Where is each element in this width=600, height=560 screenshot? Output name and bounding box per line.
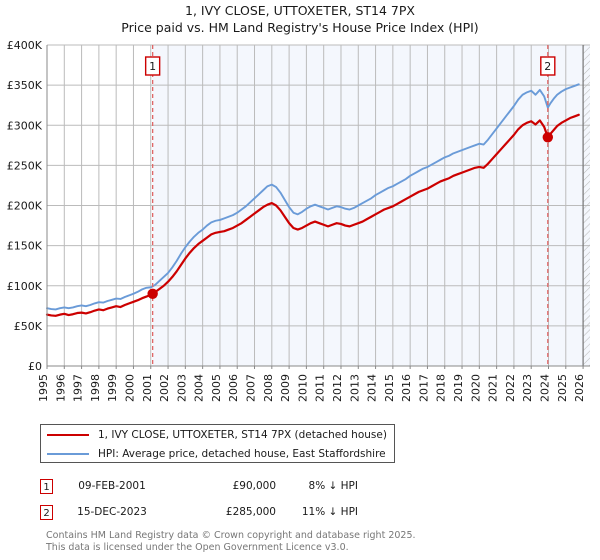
svg-text:2010: 2010 [296, 374, 309, 402]
chart-svg: £0 £50K £100K £150K £200K £250K £300K £350K £400… [7, 39, 590, 402]
legend-swatch-icon-blue [47, 452, 89, 455]
svg-text:2014: 2014 [366, 374, 379, 402]
svg-text:£0: £0 [28, 360, 42, 373]
sale-markers [147, 45, 554, 366]
legend-swatch-icon-red [47, 433, 89, 436]
sales-history-table: 1 09-FEB-2001 £90,000 8% ↓ HPI 2 15-DEC-… [40, 473, 400, 525]
legend-item-price-paid: 1, IVY CLOSE, UTTOXETER, ST14 7PX (detac… [41, 425, 394, 444]
sale-marker-badge-1: 1 [40, 478, 53, 494]
svg-text:2007: 2007 [245, 374, 258, 402]
sale-hpi-delta-2: 11% ↓ HPI [301, 506, 358, 518]
svg-text:2009: 2009 [279, 374, 292, 402]
sale-date-1: 09-FEB-2001 [78, 480, 146, 492]
svg-text:2019: 2019 [452, 374, 465, 402]
svg-text:2005: 2005 [210, 374, 223, 402]
svg-text:2004: 2004 [193, 374, 206, 402]
svg-text:2024: 2024 [539, 374, 552, 402]
axis-layer [46, 45, 590, 367]
svg-text:2006: 2006 [227, 374, 240, 402]
svg-text:2023: 2023 [521, 374, 534, 402]
svg-text:2025: 2025 [556, 374, 569, 402]
sale-price-1: £90,000 [232, 480, 276, 492]
svg-text:2022: 2022 [504, 374, 517, 402]
svg-text:2: 2 [544, 60, 551, 73]
svg-text:2003: 2003 [175, 374, 188, 402]
sale-price-2: £285,000 [225, 506, 276, 518]
copyright-footer: Contains HM Land Registry data © Crown c… [46, 530, 586, 553]
sale-date-2: 15-DEC-2023 [77, 506, 147, 518]
svg-text:£50K: £50K [14, 320, 43, 333]
svg-text:£150K: £150K [7, 240, 43, 253]
chart-title-block: 1, IVY CLOSE, UTTOXETER, ST14 7PX Price … [0, 2, 600, 36]
svg-text:2001: 2001 [141, 374, 154, 402]
svg-text:2017: 2017 [417, 374, 430, 402]
svg-text:1995: 1995 [37, 374, 50, 402]
footer-line-2: This data is licensed under the Open Gov… [46, 541, 349, 553]
legend-label-price-paid: 1, IVY CLOSE, UTTOXETER, ST14 7PX (detac… [98, 428, 387, 441]
svg-text:2020: 2020 [469, 374, 482, 402]
svg-text:£250K: £250K [7, 159, 43, 172]
svg-text:2002: 2002 [158, 374, 171, 402]
data-series-layer [45, 83, 580, 317]
projection-hatch [582, 45, 590, 366]
chart-legend: 1, IVY CLOSE, UTTOXETER, ST14 7PX (detac… [40, 424, 395, 463]
svg-text:2018: 2018 [435, 374, 448, 402]
svg-text:2008: 2008 [262, 374, 275, 402]
svg-text:£300K: £300K [7, 119, 43, 132]
svg-text:2016: 2016 [400, 374, 413, 402]
table-row: 2 15-DEC-2023 £285,000 11% ↓ HPI [40, 499, 400, 525]
legend-item-hpi: HPI: Average price, detached house, East… [41, 444, 394, 463]
svg-text:£200K: £200K [7, 200, 43, 213]
svg-text:2011: 2011 [314, 374, 327, 402]
svg-text:£350K: £350K [7, 79, 43, 92]
table-row: 1 09-FEB-2001 £90,000 8% ↓ HPI [40, 473, 400, 499]
svg-text:1997: 1997 [72, 374, 85, 402]
y-axis-labels: £0 £50K £100K £150K £200K £250K £300K £350K £400… [7, 39, 43, 373]
svg-text:1996: 1996 [54, 374, 67, 402]
svg-text:2012: 2012 [331, 374, 344, 402]
svg-text:£400K: £400K [7, 39, 43, 52]
x-axis-labels: 1995 1996 1997 1998 1999 2000 2001 2002 2003 2004… [37, 366, 586, 402]
svg-text:£100K: £100K [7, 280, 43, 293]
chart-plot-area: £0 £50K £100K £150K £200K £250K £300K £350K £400… [7, 39, 590, 402]
svg-text:1998: 1998 [89, 374, 102, 402]
svg-text:2021: 2021 [487, 374, 500, 402]
page-title: 1, IVY CLOSE, UTTOXETER, ST14 7PX [185, 3, 415, 18]
svg-text:1999: 1999 [106, 374, 119, 402]
svg-text:2026: 2026 [573, 374, 586, 402]
footer-line-1: Contains HM Land Registry data © Crown c… [46, 530, 416, 541]
sale-marker-badge-2: 2 [40, 504, 53, 520]
sale-hpi-delta-1: 8% ↓ HPI [308, 480, 358, 492]
svg-text:2013: 2013 [348, 374, 361, 402]
svg-text:1: 1 [149, 60, 156, 73]
svg-text:2015: 2015 [383, 374, 396, 402]
legend-label-hpi: HPI: Average price, detached house, East… [98, 447, 386, 460]
svg-text:2000: 2000 [123, 374, 136, 402]
page-subtitle: Price paid vs. HM Land Registry's House … [121, 20, 479, 35]
